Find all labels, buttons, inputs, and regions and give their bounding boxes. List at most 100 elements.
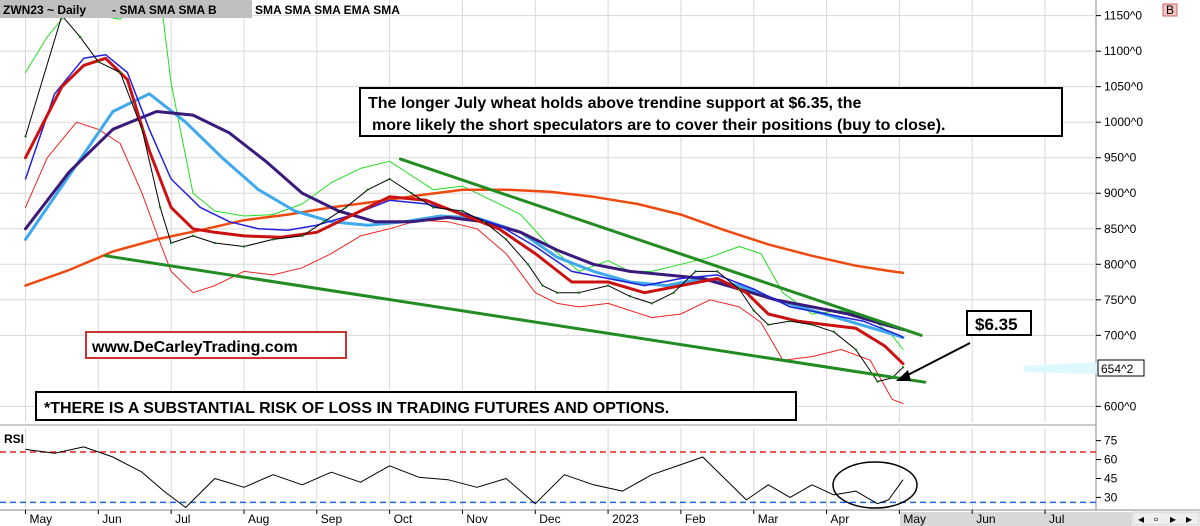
website-label[interactable]: www.DeCarleyTrading.com bbox=[91, 339, 298, 356]
series-rsi bbox=[25, 446, 904, 508]
price-point bbox=[159, 206, 162, 209]
scroll-right-icon[interactable]: ▸ bbox=[1170, 512, 1176, 526]
last-price-marker: 654^2 bbox=[1024, 359, 1145, 377]
price-point bbox=[752, 309, 755, 312]
rsi-grid bbox=[24, 428, 1046, 510]
x-tick-label: May bbox=[903, 512, 926, 526]
price-tick-label: 900^0 bbox=[1104, 186, 1137, 200]
price-point bbox=[504, 238, 508, 241]
main-annotation-line1: The longer July wheat holds above trendi… bbox=[368, 95, 862, 112]
x-tick-label: 2023 bbox=[612, 512, 639, 526]
support-arrow-head bbox=[896, 370, 911, 381]
price-y-ticks: 1150^0 1100^0 1050^0 1000^0 950^0 900^0 850^0 8… bbox=[1096, 9, 1143, 413]
price-point bbox=[461, 209, 464, 213]
x-tick-label: Aug bbox=[248, 512, 269, 526]
price-point bbox=[322, 220, 326, 223]
price-point bbox=[541, 284, 544, 287]
series-sma-mid-blue bbox=[24, 53, 904, 339]
series-trend-lower bbox=[104, 254, 927, 384]
last-price-label: 654^2 bbox=[1101, 362, 1134, 376]
x-tick-label: Apr bbox=[831, 512, 850, 526]
scroll-left-icon[interactable]: ◂ bbox=[1138, 512, 1144, 526]
price-tick-label: 800^0 bbox=[1104, 257, 1137, 271]
series-band-lower bbox=[25, 121, 904, 404]
price-point bbox=[97, 60, 100, 64]
x-tick-label: Jun bbox=[976, 512, 995, 526]
x-tick-label: Oct bbox=[394, 512, 413, 526]
price-point bbox=[832, 330, 836, 333]
price-point bbox=[694, 270, 697, 273]
price-tick-label: 1000^0 bbox=[1104, 115, 1143, 129]
x-tick-label: Jul bbox=[175, 512, 190, 526]
price-point bbox=[410, 192, 413, 195]
price-tick-label: 950^0 bbox=[1104, 151, 1137, 165]
price-point bbox=[716, 270, 719, 273]
price-point bbox=[606, 284, 610, 287]
disclaimer-label: *THERE IS A SUBSTANTIAL RISK OF LOSS IN … bbox=[44, 400, 669, 417]
price-point bbox=[810, 323, 814, 326]
support-arrow bbox=[901, 342, 971, 379]
x-tick-label: Feb bbox=[685, 512, 706, 526]
price-point bbox=[344, 206, 348, 209]
price-point bbox=[242, 245, 246, 248]
x-tick-label: Sep bbox=[321, 512, 343, 526]
rsi-tick-label: 60 bbox=[1104, 453, 1118, 467]
price-point bbox=[24, 135, 27, 138]
main-annotation-line2: more likely the short speculators are to… bbox=[372, 117, 945, 134]
price-point bbox=[301, 234, 304, 238]
series-band-upper bbox=[25, 0, 904, 350]
price-tick-label: 700^0 bbox=[1104, 328, 1137, 342]
x-tick-label: Mar bbox=[758, 512, 779, 526]
x-axis-ticks: May Jun Jul Aug Sep Oct Nov Dec 2023 Feb Mar Apr May… bbox=[24, 510, 1064, 526]
price-point bbox=[854, 348, 857, 351]
price-tick-label: 600^0 bbox=[1104, 399, 1137, 413]
price-point bbox=[577, 291, 581, 294]
price-tick-label: 1100^0 bbox=[1104, 44, 1142, 58]
price-point bbox=[432, 206, 435, 209]
series-sma-fast-red bbox=[24, 56, 905, 366]
price-point bbox=[526, 263, 530, 266]
x-tick-label: Dec bbox=[539, 512, 560, 526]
price-point bbox=[628, 295, 632, 298]
series-sma-orange bbox=[24, 188, 905, 287]
rsi-tick-label: 30 bbox=[1104, 490, 1118, 504]
website-box: www.DeCarleyTrading.com bbox=[85, 331, 347, 359]
price-point bbox=[901, 366, 905, 369]
main-annotation: The longer July wheat holds above trendi… bbox=[359, 87, 1063, 137]
price-tick-label: 1150^0 bbox=[1104, 9, 1142, 23]
rsi-panel bbox=[0, 428, 1096, 510]
price-point bbox=[366, 188, 369, 191]
support-callout-label: $6.35 bbox=[975, 315, 1018, 334]
x-tick-label: May bbox=[29, 512, 52, 526]
price-point bbox=[767, 323, 770, 326]
series-trend-upper bbox=[399, 157, 923, 337]
price-point bbox=[876, 380, 879, 383]
end-icon[interactable]: ▸ bbox=[1186, 512, 1192, 526]
x-tick-label: Jul bbox=[1049, 512, 1064, 526]
price-point bbox=[213, 241, 217, 245]
corner-badge-label: B bbox=[1166, 3, 1174, 17]
price-point bbox=[271, 238, 275, 241]
price-point bbox=[650, 302, 653, 305]
price-point bbox=[737, 287, 741, 291]
series-price bbox=[25, 15, 904, 382]
price-point bbox=[672, 291, 675, 294]
price-series bbox=[24, 0, 927, 404]
price-tick-label: 850^0 bbox=[1104, 222, 1137, 236]
support-callout: $6.35 bbox=[896, 310, 1032, 381]
disclaimer-box: *THERE IS A SUBSTANTIAL RISK OF LOSS IN … bbox=[35, 391, 797, 421]
symbol-label[interactable]: ZWN23 ~ Daily bbox=[3, 3, 86, 17]
zoom-icon[interactable]: ▫ bbox=[1154, 512, 1158, 526]
rsi-y-ticks: 75 60 45 30 bbox=[1096, 434, 1118, 504]
rsi-series bbox=[0, 446, 1096, 508]
rsi-highlight-ellipse bbox=[832, 461, 918, 509]
corner-badge[interactable] bbox=[1162, 3, 1178, 17]
price-point bbox=[118, 71, 122, 74]
price-tick-label: 750^0 bbox=[1104, 293, 1137, 307]
scroll-controls[interactable]: ◂ ▫ ▸ ▸ bbox=[1132, 511, 1200, 526]
header-bar bbox=[0, 0, 252, 18]
price-point bbox=[78, 35, 82, 39]
x-axis-future-shade bbox=[900, 512, 1132, 526]
